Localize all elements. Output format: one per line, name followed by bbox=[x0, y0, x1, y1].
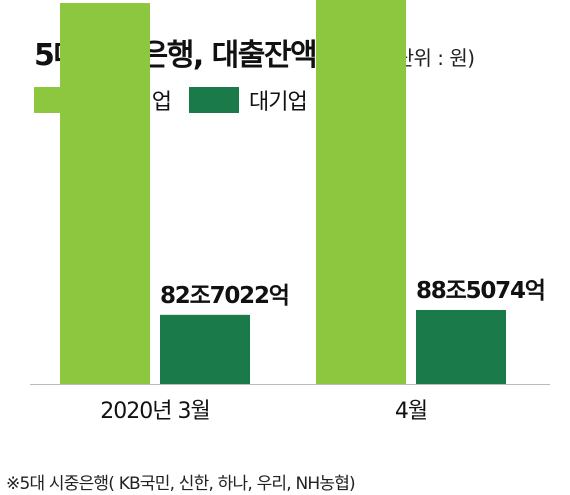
footnote: ※5대 시중은행( KB국민, 신한, 하나, 우리, NH농협) bbox=[6, 474, 356, 494]
legend-swatch-large bbox=[188, 87, 239, 113]
legend-label-large: 대기업 bbox=[248, 90, 308, 115]
category-label-0: 2020년 3월 bbox=[100, 399, 209, 424]
data-label-large-0: 82조7022억 bbox=[160, 283, 289, 309]
bar-large-0 bbox=[160, 314, 250, 384]
category-label-1: 4월 bbox=[395, 399, 427, 424]
bar-chart: 455조4912억82조7022억2020년 3월463조9291억88조507… bbox=[30, 0, 550, 424]
legend-item-large: 대기업 bbox=[188, 84, 308, 116]
bar-large-1 bbox=[416, 309, 506, 384]
bar-sme-0 bbox=[60, 3, 150, 384]
bar-sme-1 bbox=[316, 0, 406, 384]
data-label-large-1: 88조5074억 bbox=[416, 278, 545, 304]
